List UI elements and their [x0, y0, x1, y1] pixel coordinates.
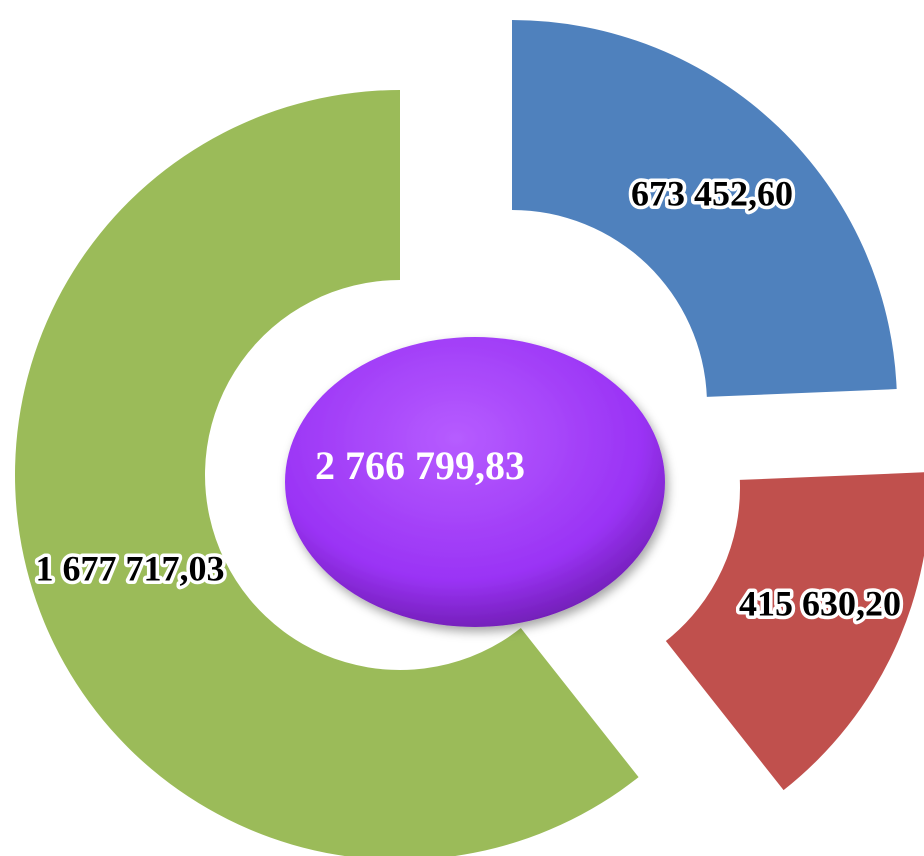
segments	[15, 20, 924, 856]
donut-segment	[665, 472, 924, 791]
labels: 673 452,60 415 630,20 1 677 717,03	[32, 170, 905, 627]
center-disc	[285, 337, 665, 627]
donut-segment	[512, 20, 897, 397]
segment-label: 415 630,20	[739, 583, 901, 623]
center-label: 2 766 799,83	[315, 443, 525, 488]
segment-label: 673 452,60	[631, 173, 793, 213]
donut-segment	[15, 90, 639, 856]
segment-label: 1 677 717,03	[36, 548, 225, 588]
